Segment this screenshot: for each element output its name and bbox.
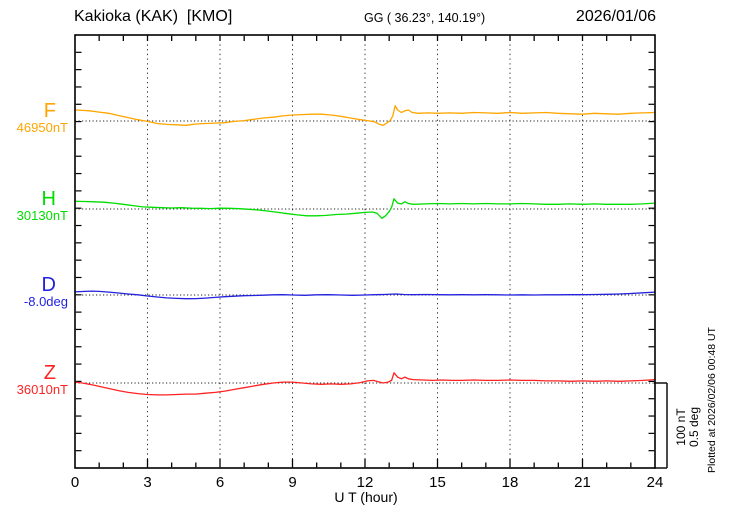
scale-bar-label: 100 nT 0.5 deg: [674, 403, 701, 451]
scale-bar-nt: 100 nT: [674, 408, 688, 446]
x-tick-label: 15: [429, 474, 446, 491]
x-tick-label: 24: [647, 474, 664, 491]
component-letter-z: Z: [43, 362, 56, 384]
component-letter-h: H: [41, 188, 56, 210]
x-tick-label: 21: [574, 474, 591, 491]
series-label-z: Z 36010nT: [0, 362, 68, 397]
x-axis-label: U T (hour): [334, 489, 398, 505]
scale-bar-deg: 0.5 deg: [687, 406, 701, 448]
component-letter-f: F: [43, 100, 56, 122]
baseline-value-d: -8.0deg: [23, 294, 68, 309]
series-label-h: H 30130nT: [0, 188, 68, 223]
baseline-value-z: 36010nT: [16, 382, 68, 397]
x-tick-label: 18: [502, 474, 519, 491]
station-title: Kakioka (KAK) [KMO]: [74, 8, 233, 25]
x-tick-label: 12: [357, 474, 374, 491]
trace-f: [74, 105, 656, 126]
x-tick-label: 9: [288, 474, 296, 491]
series-label-f: F 46950nT: [0, 100, 68, 135]
baseline-value-h: 30130nT: [16, 208, 68, 223]
trace-h: [74, 198, 656, 219]
series-label-d: D -8.0deg: [0, 274, 68, 309]
x-tick-label: 3: [143, 474, 151, 491]
baseline-value-f: 46950nT: [16, 120, 68, 135]
trace-z: [74, 372, 656, 396]
plotted-at-timestamp: Plotted at 2026/02/06 00:48 UT: [706, 327, 718, 473]
x-tick-label: 6: [216, 474, 224, 491]
component-letter-d: D: [41, 274, 56, 296]
geographic-coordinates: GG ( 36.23°, 140.19°): [364, 11, 486, 25]
trace-d: [74, 290, 656, 300]
x-tick-label: 0: [71, 474, 79, 491]
plot-frame: [74, 34, 656, 469]
plot-date: 2026/01/06: [575, 8, 656, 25]
